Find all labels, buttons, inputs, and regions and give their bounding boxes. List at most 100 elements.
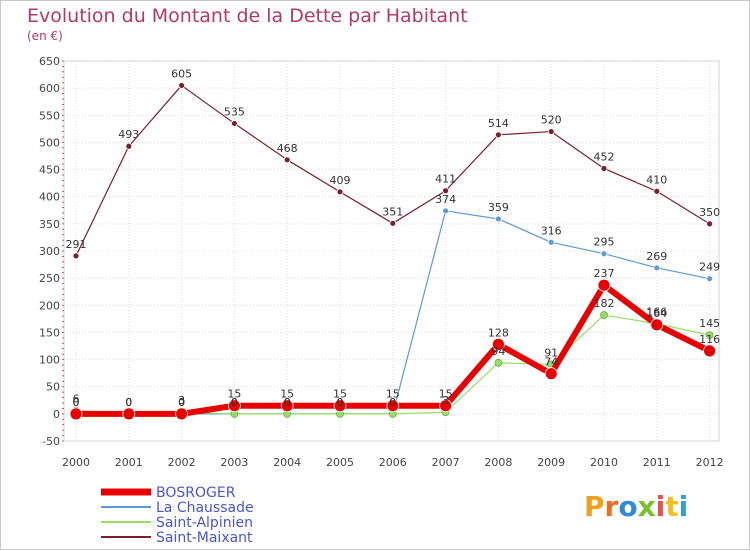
x-tick-label: 2011 (643, 456, 671, 469)
x-tick-label: 2005 (326, 456, 354, 469)
data-point (494, 358, 503, 367)
data-point (491, 337, 505, 351)
data-label: 0 (125, 396, 132, 409)
data-label: 359 (488, 201, 509, 214)
data-label: 0 (125, 396, 132, 409)
data-label: 493 (118, 128, 139, 141)
data-point (439, 399, 453, 413)
data-point (703, 344, 716, 358)
chart-title: Evolution du Montant de la Dette par Hab… (27, 5, 468, 27)
x-tick-label: 2007 (432, 456, 460, 469)
y-tick-label: 600 (39, 82, 60, 95)
data-point (547, 128, 555, 135)
data-label: 0 (284, 396, 291, 409)
data-label: 295 (594, 236, 615, 249)
data-point (333, 399, 347, 413)
y-tick-label: 250 (39, 272, 60, 285)
y-tick-label: 150 (39, 326, 60, 339)
data-point (600, 250, 608, 258)
data-label: 520 (541, 114, 562, 127)
x-tick-label: 2012 (696, 456, 724, 469)
data-label: 145 (699, 317, 720, 330)
data-label: 237 (594, 267, 615, 280)
data-label: 94 (491, 345, 505, 358)
data-label: 15 (386, 388, 400, 401)
data-point (280, 399, 294, 413)
data-label: 164 (646, 307, 667, 320)
x-tick-label: 2003 (220, 456, 248, 469)
data-point (336, 188, 344, 196)
legend-label: Saint-Maixant (156, 530, 253, 546)
data-label: 15 (439, 388, 453, 401)
data-label: 3 (178, 394, 185, 407)
data-label: 0 (73, 396, 80, 409)
y-tick-label: 200 (39, 299, 60, 312)
data-label: 116 (699, 333, 720, 346)
x-tick-label: 2010 (590, 456, 618, 469)
y-tick-label: 300 (39, 245, 60, 258)
data-label: 0 (178, 396, 185, 409)
y-tick-label: 100 (39, 354, 60, 367)
data-point (600, 311, 608, 319)
y-tick-label: -50 (42, 435, 60, 448)
data-point (600, 165, 608, 172)
data-label: 411 (435, 173, 456, 186)
data-label: 15 (227, 388, 241, 401)
data-label: 0 (389, 396, 396, 409)
y-tick-label: 350 (39, 218, 60, 231)
data-label: 182 (594, 297, 615, 310)
y-tick-label: 500 (39, 136, 60, 149)
data-label: 3 (442, 394, 449, 407)
data-label: 316 (541, 224, 562, 237)
data-label: 0 (231, 396, 238, 409)
data-label: 410 (646, 173, 667, 186)
data-label: 350 (699, 206, 720, 219)
data-point (705, 331, 714, 340)
data-point (389, 219, 397, 227)
data-point (283, 156, 291, 164)
legend-label: BOSROGER (156, 485, 236, 501)
legend-label: Saint-Alpinien (156, 515, 253, 531)
x-tick-label: 2006 (379, 456, 407, 469)
logo-letter: x (637, 490, 656, 523)
data-label: 15 (280, 388, 294, 401)
data-label: 91 (544, 346, 558, 359)
data-label: 291 (66, 238, 87, 251)
data-label: 351 (382, 205, 403, 218)
logo-letter: i (678, 490, 689, 523)
data-point (227, 399, 241, 413)
data-label: 535 (224, 105, 245, 118)
data-label: 0 (337, 396, 344, 409)
data-label: 374 (435, 193, 456, 206)
data-point (442, 207, 450, 215)
data-point (544, 367, 558, 381)
data-label: 452 (594, 150, 615, 163)
proxiti-logo: Proxiti (584, 490, 688, 523)
logo-letter: r (604, 490, 619, 523)
data-label: 514 (488, 117, 509, 130)
y-tick-label: 50 (46, 381, 60, 394)
data-label: 0 (178, 396, 185, 409)
data-label: 0 (125, 396, 132, 409)
data-point (597, 278, 611, 292)
data-point (653, 187, 661, 195)
logo-letter: t (665, 490, 679, 523)
logo-letter: o (618, 490, 638, 523)
data-label: 249 (699, 261, 720, 274)
data-point (72, 252, 80, 260)
data-point (706, 275, 713, 283)
x-tick-label: 2004 (273, 456, 301, 469)
logo-letter: P (584, 490, 605, 523)
legend-label: La Chaussade (156, 500, 254, 516)
x-tick-label: 2002 (168, 456, 196, 469)
data-point (178, 82, 186, 89)
data-label: 605 (171, 67, 192, 80)
data-label: 128 (488, 326, 509, 339)
data-label: 74 (544, 356, 558, 369)
data-point (706, 220, 713, 228)
data-point (653, 264, 661, 272)
data-point (125, 142, 133, 150)
x-tick-label: 2000 (62, 456, 90, 469)
data-label: 0 (284, 396, 291, 409)
